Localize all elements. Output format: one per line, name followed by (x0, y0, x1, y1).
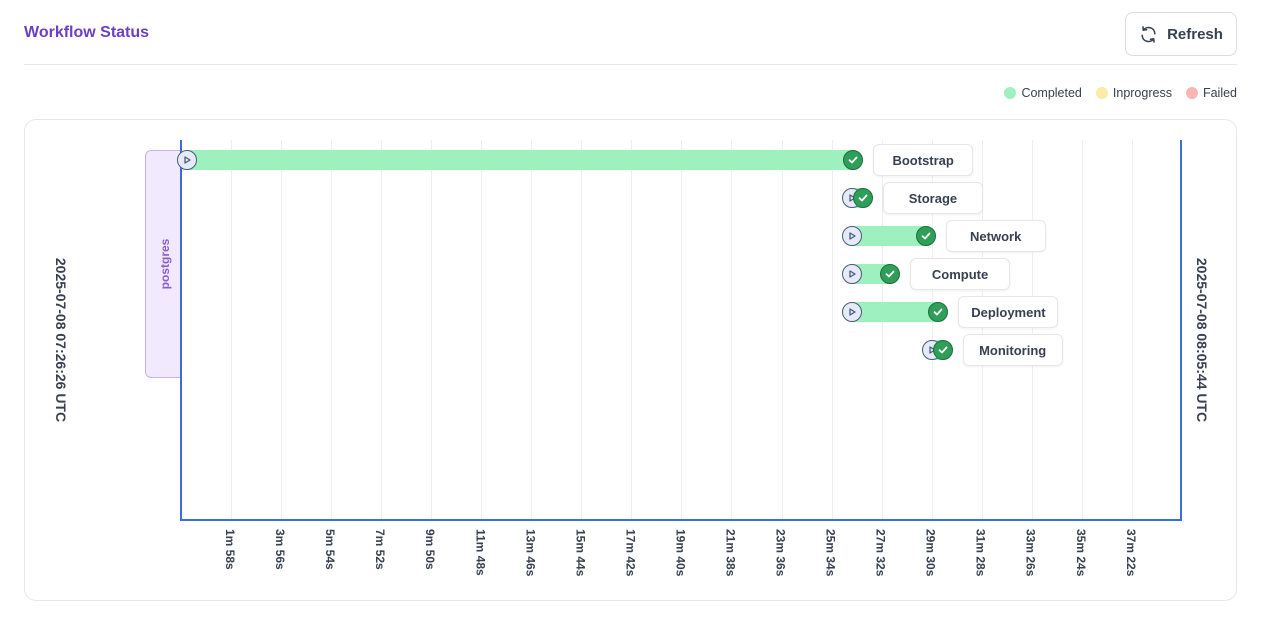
tick-label: 15m 44s (573, 529, 588, 577)
tick-label: 29m 30s (923, 529, 938, 577)
gridline (631, 140, 633, 519)
legend-item-completed: Completed (1004, 86, 1082, 100)
legend-item-inprogress: Inprogress (1095, 86, 1172, 100)
refresh-label: Refresh (1167, 25, 1223, 43)
task-label[interactable]: Bootstrap (873, 144, 974, 176)
legend-dot-completed (1004, 87, 1017, 99)
gridline (381, 140, 383, 519)
gridline (1131, 140, 1133, 519)
page-title: Workflow Status (24, 24, 150, 41)
play-icon (841, 226, 862, 246)
legend: Completed Inprogress Failed (1004, 86, 1237, 100)
gridline (481, 140, 483, 519)
play-icon (176, 150, 197, 170)
gridline (981, 140, 983, 519)
gridline (281, 140, 283, 519)
legend-item-failed: Failed (1185, 86, 1237, 100)
gridline (231, 140, 233, 519)
tick-label: 25m 34s (823, 529, 838, 577)
gridline (731, 140, 733, 519)
check-icon (852, 188, 873, 208)
tick-label: 19m 40s (673, 529, 688, 577)
timeline-start-date: 2025-07-08 07:26:26 UTC (53, 257, 69, 423)
tick-label: 9m 50s (423, 529, 438, 570)
group-label: postgres (158, 238, 172, 290)
tick-label: 33m 26s (1023, 529, 1038, 577)
legend-label: Failed (1202, 86, 1237, 100)
play-icon (841, 302, 862, 322)
gridline (881, 140, 883, 519)
tick-label: 37m 22s (1123, 529, 1138, 577)
refresh-icon (1139, 25, 1158, 44)
gridline (531, 140, 533, 519)
legend-label: Completed (1021, 86, 1082, 100)
tick-label: 3m 56s (273, 529, 288, 570)
tick-label: 11m 48s (473, 529, 488, 576)
task-label[interactable]: Network (945, 220, 1046, 252)
tick-label: 5m 54s (323, 529, 338, 570)
gridline (831, 140, 833, 519)
gridline (581, 140, 583, 519)
tick-label: 21m 38s (723, 529, 738, 577)
gridline (331, 140, 333, 519)
task-bar[interactable] (851, 302, 939, 322)
tick-label: 17m 42s (623, 529, 638, 577)
timeline-end-date: 2025-07-08 08:05:44 UTC (1194, 257, 1210, 423)
gridline (931, 140, 933, 519)
play-icon (841, 264, 862, 284)
tick-label: 7m 52s (373, 529, 388, 570)
header-divider (24, 64, 1237, 65)
check-icon (843, 150, 864, 170)
task-label[interactable]: Storage (882, 182, 983, 214)
tick-label: 1m 58s (223, 529, 238, 570)
axis-start-line (180, 140, 182, 521)
axis-bottom-line (180, 519, 1182, 521)
task-label[interactable]: Deployment (958, 296, 1059, 328)
legend-dot-failed (1185, 87, 1198, 99)
refresh-button[interactable]: Refresh (1125, 12, 1237, 56)
legend-label: Inprogress (1112, 86, 1172, 100)
check-icon (928, 302, 949, 322)
gridline (681, 140, 683, 519)
tick-label: 31m 28s (973, 529, 988, 577)
check-icon (880, 264, 901, 284)
group-box (145, 150, 182, 378)
tick-label: 13m 46s (523, 529, 538, 577)
gridline (781, 140, 783, 519)
gridline (431, 140, 433, 519)
task-bar[interactable] (186, 150, 854, 170)
tick-label: 35m 24s (1073, 529, 1088, 577)
tick-label: 27m 32s (873, 529, 888, 577)
legend-dot-inprogress (1095, 87, 1108, 99)
gridline (1081, 140, 1083, 519)
axis-end-line (1180, 140, 1182, 521)
check-icon (915, 226, 936, 246)
task-bar[interactable] (851, 226, 926, 246)
gridline (1031, 140, 1033, 519)
tick-label: 23m 36s (773, 529, 788, 577)
task-label[interactable]: Monitoring (962, 334, 1063, 366)
task-label[interactable]: Compute (910, 258, 1011, 290)
check-icon (932, 340, 953, 360)
